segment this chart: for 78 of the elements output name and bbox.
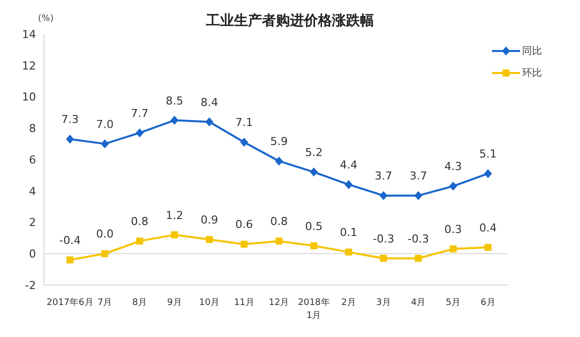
y-tick-label: 6 <box>29 153 36 166</box>
data-label: 5.1 <box>479 148 497 161</box>
x-tick-label: 2018年 1月 <box>298 297 330 321</box>
point <box>380 191 388 200</box>
point <box>136 128 144 138</box>
data-label: 3.7 <box>374 170 392 183</box>
x-tick-label: 10月 <box>199 298 220 308</box>
x-tick-label: 4月 <box>410 298 426 308</box>
chart-title: 工业生产者购进价格涨跌幅 <box>206 13 374 29</box>
point <box>100 139 109 148</box>
data-label: 0.3 <box>444 222 462 236</box>
data-label: 4.3 <box>444 160 462 174</box>
data-label: 5.9 <box>270 135 288 148</box>
x-tick-label: 12月 <box>268 298 290 308</box>
y-tick-label: 8 <box>29 122 36 136</box>
data-label: 0.9 <box>200 214 218 227</box>
x-tick-label: 8月 <box>132 298 148 308</box>
point <box>170 116 178 125</box>
y-tick-label: -2 <box>25 278 36 292</box>
x-tick-label: 9月 <box>167 298 182 308</box>
point <box>66 256 74 264</box>
point <box>240 138 248 147</box>
x-tick-label: 3月 <box>376 298 391 308</box>
y-tick-label: 4 <box>29 184 36 198</box>
point <box>414 191 422 200</box>
point <box>344 180 353 190</box>
point <box>380 254 387 262</box>
point <box>275 156 283 166</box>
point <box>450 245 457 252</box>
x-tick-label: 7月 <box>97 298 112 308</box>
data-label: -0.3 <box>372 232 394 246</box>
data-label: 7.3 <box>61 113 79 126</box>
point <box>101 250 108 258</box>
point <box>171 231 178 238</box>
data-label: 0.1 <box>340 226 358 240</box>
data-label: 0.5 <box>305 220 323 233</box>
data-label: -0.4 <box>59 234 81 247</box>
point <box>276 238 282 245</box>
point <box>66 134 74 144</box>
legend-label: 环比 <box>522 66 542 80</box>
data-label: 0.8 <box>130 215 148 228</box>
data-label: 0.4 <box>479 221 497 234</box>
point <box>484 244 492 251</box>
data-label: 0.0 <box>96 228 114 241</box>
data-label: 7.1 <box>235 116 253 130</box>
y-axis-title: (%) <box>38 14 54 24</box>
data-label: 3.7 <box>410 170 428 183</box>
y-tick-label: 12 <box>22 59 36 72</box>
point <box>449 182 458 191</box>
x-tick-label: 11月 <box>234 298 254 308</box>
point <box>484 169 492 178</box>
x-tick-label: 2月 <box>341 298 356 308</box>
data-label: 4.4 <box>340 158 358 172</box>
x-tick-label: 6月 <box>480 298 496 308</box>
data-label: 7.7 <box>130 106 148 120</box>
x-tick-label: 5月 <box>446 298 461 308</box>
point <box>205 117 214 126</box>
point <box>310 242 318 250</box>
y-tick-label: 2 <box>29 216 36 230</box>
data-label: 7.0 <box>96 118 114 131</box>
y-tick-label: 0 <box>29 248 36 261</box>
point <box>345 248 352 256</box>
legend-label: 同比 <box>522 44 542 58</box>
point <box>206 236 213 244</box>
data-label: 0.6 <box>235 218 253 232</box>
x-tick-label: 2017年6月 <box>46 297 94 308</box>
y-tick-label: 10 <box>22 90 36 104</box>
point <box>136 238 144 245</box>
data-label: 8.4 <box>200 96 218 109</box>
point <box>414 254 422 262</box>
data-label: -0.3 <box>408 232 430 246</box>
data-label: 5.2 <box>305 146 323 160</box>
data-label: 0.8 <box>270 215 288 228</box>
data-label: 8.5 <box>166 94 184 108</box>
y-tick-label: 14 <box>22 28 36 41</box>
data-label: 1.2 <box>166 208 184 222</box>
point <box>310 168 318 177</box>
point <box>240 240 248 248</box>
